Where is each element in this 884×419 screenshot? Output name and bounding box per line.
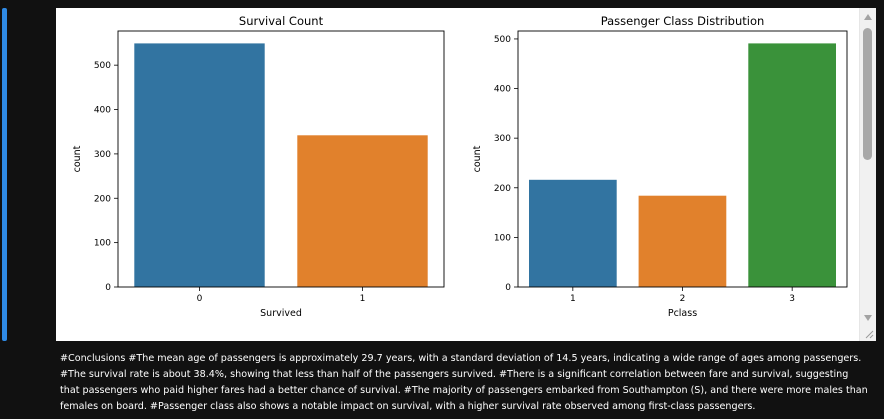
x-tick-label: 0: [197, 294, 203, 304]
y-tick-label: 200: [94, 194, 111, 204]
y-tick-label: 100: [94, 239, 111, 249]
y-tick-label: 100: [494, 233, 511, 243]
resize-grip-icon[interactable]: [864, 329, 874, 339]
x-tick-label: 2: [680, 294, 686, 304]
scroll-down-icon[interactable]: [864, 315, 872, 321]
bar-3: [748, 43, 836, 288]
bar-2: [638, 195, 727, 287]
y-axis-label: count: [72, 145, 83, 172]
y-tick-label: 0: [105, 283, 111, 293]
cell-selection-bar[interactable]: [2, 8, 7, 341]
x-axis-label: Pclass: [668, 308, 697, 319]
y-axis-label: count: [472, 145, 483, 172]
x-tick-label: 1: [360, 294, 366, 304]
conclusion-text: #Conclusions #The mean age of passengers…: [60, 353, 868, 412]
output-scrollbar[interactable]: [859, 8, 876, 341]
scroll-thumb[interactable]: [863, 28, 872, 160]
y-tick-label: 400: [494, 85, 511, 95]
x-tick-label: 1: [570, 294, 576, 304]
chart-title: Passenger Class Distribution: [601, 14, 765, 28]
charts-figure: 0 100 200 300 400 500 0 1 Survival Count Survived…: [72, 14, 848, 319]
bar-0: [134, 43, 265, 288]
y-tick-label: 500: [494, 35, 511, 45]
passenger-class-chart: 0 100 200 300 400 500 1 2 3 Passenger Class Distr…: [472, 14, 848, 319]
y-tick-label: 200: [494, 184, 511, 194]
y-tick-label: 300: [94, 150, 111, 160]
scroll-up-icon[interactable]: [864, 14, 872, 20]
y-tick-label: 0: [505, 283, 511, 293]
bar-1: [297, 135, 428, 287]
cell-output-area: 0 100 200 300 400 500 0 1 Survival Count Survived…: [56, 8, 876, 341]
x-tick-label: 3: [789, 294, 795, 304]
chart-title: Survival Count: [239, 14, 324, 28]
survival-count-chart: 0 100 200 300 400 500 0 1 Survival Count Survived…: [72, 14, 445, 319]
y-tick-label: 300: [494, 134, 511, 144]
y-tick-label: 500: [94, 61, 111, 71]
y-tick-label: 400: [94, 106, 111, 116]
plot-frame: [117, 30, 445, 288]
bar-1: [529, 179, 617, 287]
x-axis-label: Survived: [260, 308, 302, 319]
